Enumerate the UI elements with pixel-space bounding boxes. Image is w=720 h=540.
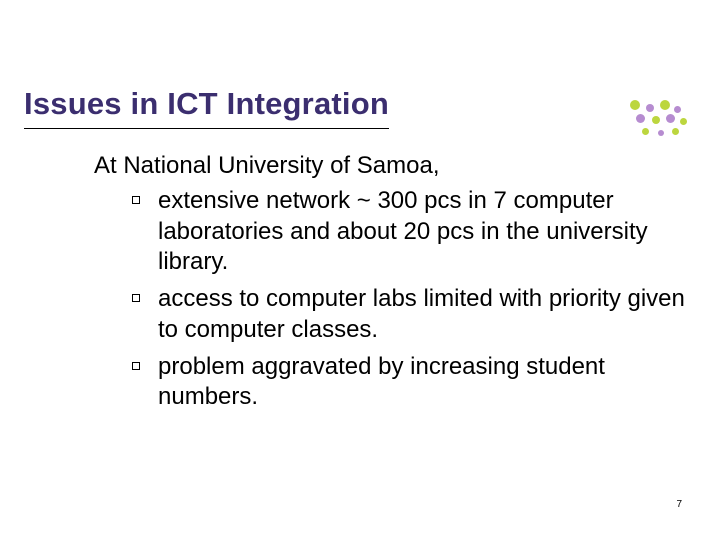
square-bullet-icon bbox=[132, 294, 140, 302]
list-item: access to computer labs limited with pri… bbox=[132, 284, 696, 345]
square-bullet-icon bbox=[132, 196, 140, 204]
page-number: 7 bbox=[676, 499, 682, 510]
bullet-list: extensive network ~ 300 pcs in 7 compute… bbox=[132, 186, 696, 413]
deco-dot bbox=[666, 114, 675, 123]
deco-dot bbox=[674, 106, 681, 113]
deco-dot bbox=[672, 128, 679, 135]
slide-title: Issues in ICT Integration bbox=[24, 86, 389, 122]
intro-line: At National University of Samoa, bbox=[94, 152, 696, 180]
deco-dot bbox=[658, 130, 664, 136]
deco-dot bbox=[646, 104, 654, 112]
deco-dot bbox=[680, 118, 687, 125]
list-item: extensive network ~ 300 pcs in 7 compute… bbox=[132, 186, 696, 278]
list-item-text: problem aggravated by increasing student… bbox=[158, 352, 696, 413]
title-block: Issues in ICT Integration bbox=[24, 86, 413, 129]
list-item-text: extensive network ~ 300 pcs in 7 compute… bbox=[158, 186, 696, 278]
title-underline bbox=[24, 128, 389, 129]
deco-dot bbox=[630, 100, 640, 110]
list-item-text: access to computer labs limited with pri… bbox=[158, 284, 696, 345]
deco-dot bbox=[652, 116, 660, 124]
deco-dot bbox=[636, 114, 645, 123]
deco-dot bbox=[642, 128, 649, 135]
slide: Issues in ICT Integration At National Un… bbox=[0, 0, 720, 540]
square-bullet-icon bbox=[132, 362, 140, 370]
list-item: problem aggravated by increasing student… bbox=[132, 352, 696, 413]
deco-dot bbox=[660, 100, 670, 110]
